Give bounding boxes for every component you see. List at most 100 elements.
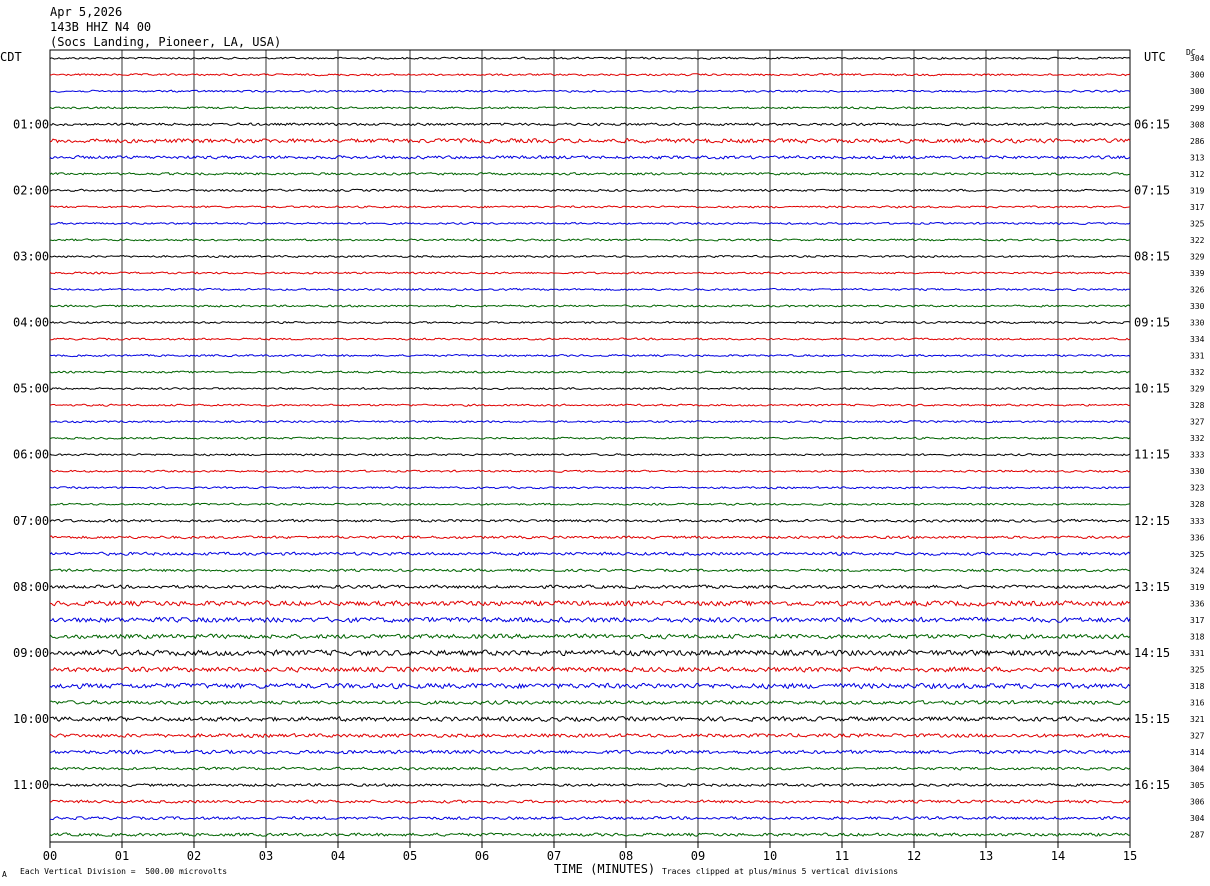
scale-note: Each Vertical Division = 500.00 microvol…	[20, 867, 228, 876]
seismic-trace	[49, 616, 1131, 624]
utc-hour-label: 09:15	[1134, 316, 1170, 330]
seismic-trace	[49, 420, 1131, 424]
dc-offset-value: 328	[1190, 401, 1205, 410]
plot-frame	[49, 49, 1131, 843]
x-axis-title: TIME (MINUTES)	[554, 862, 656, 876]
dc-offset-value: 319	[1190, 186, 1205, 195]
seismic-trace	[49, 453, 1131, 457]
seismic-trace	[49, 551, 1131, 556]
dc-offset-value: 325	[1190, 219, 1205, 228]
dc-offset-value: 330	[1190, 302, 1205, 311]
cdt-hour-label: 06:00	[13, 448, 49, 462]
seismic-trace	[49, 205, 1131, 209]
dc-offset-value: 300	[1190, 87, 1205, 96]
cdt-hour-label: 05:00	[13, 382, 49, 396]
dc-offset-value: 327	[1190, 418, 1205, 427]
dc-offset-value: 317	[1190, 616, 1205, 625]
dc-offset-value: 330	[1190, 467, 1205, 476]
seismic-trace	[49, 254, 1131, 259]
utc-hour-label: 12:15	[1134, 514, 1170, 528]
x-tick-label: 11	[835, 849, 849, 863]
dc-offset-value: 329	[1190, 252, 1205, 261]
x-tick-label: 09	[691, 849, 705, 863]
corner-mark: A	[2, 870, 7, 879]
seismic-trace	[49, 353, 1131, 358]
seismic-trace	[49, 649, 1131, 657]
seismic-trace	[49, 436, 1131, 440]
dc-offset-value: 332	[1190, 368, 1205, 377]
dc-offset-value: 324	[1190, 566, 1205, 575]
utc-hour-label: 13:15	[1134, 580, 1170, 594]
seismic-trace	[49, 766, 1131, 771]
cdt-hour-label: 04:00	[13, 316, 49, 330]
dc-offset-value: 314	[1190, 748, 1205, 757]
seismic-trace	[49, 749, 1131, 755]
seismic-trace	[49, 137, 1131, 144]
dc-offset-value: 325	[1190, 665, 1205, 674]
seismic-trace	[50, 89, 1131, 93]
seismic-trace	[49, 320, 1131, 325]
x-tick-label: 08	[619, 849, 633, 863]
location-label: (Socs Landing, Pioneer, LA, USA)	[50, 35, 282, 49]
utc-hour-label: 07:15	[1134, 183, 1170, 197]
dc-offset-value: 319	[1190, 583, 1205, 592]
dc-offset-value: 336	[1190, 599, 1205, 608]
dc-offset-value: 327	[1190, 732, 1205, 741]
seismic-trace	[49, 832, 1130, 837]
dc-offset-value: 305	[1190, 781, 1205, 790]
x-tick-label: 00	[43, 849, 57, 863]
x-tick-label: 04	[331, 849, 345, 863]
seismic-trace	[49, 172, 1131, 176]
seismic-trace	[49, 122, 1131, 127]
x-tick-label: 07	[547, 849, 561, 863]
x-tick-label: 13	[979, 849, 993, 863]
dc-offset-value: 313	[1190, 153, 1205, 162]
x-tick-label: 10	[763, 849, 777, 863]
seismic-trace	[49, 188, 1131, 193]
cdt-hour-label: 11:00	[13, 778, 49, 792]
seismic-trace	[49, 486, 1131, 490]
seismic-trace	[49, 535, 1131, 540]
dc-offset-value: 325	[1190, 550, 1205, 559]
seismic-trace	[49, 584, 1131, 590]
utc-hour-label: 08:15	[1134, 249, 1170, 263]
dc-offset-value: 333	[1190, 517, 1205, 526]
seismic-trace	[49, 568, 1131, 573]
dc-offset-value: 336	[1190, 533, 1205, 542]
x-tick-label: 14	[1051, 849, 1065, 863]
utc-hour-label: 15:15	[1134, 712, 1170, 726]
seismic-trace	[49, 337, 1131, 341]
seismic-trace	[49, 238, 1131, 242]
x-tick-label: 05	[403, 849, 417, 863]
dc-offset-value: 286	[1190, 137, 1205, 146]
seismic-trace	[49, 502, 1131, 506]
dc-offset-value: 331	[1190, 352, 1205, 361]
cdt-hour-label: 03:00	[13, 249, 49, 263]
cdt-hour-label: 07:00	[13, 514, 49, 528]
dc-offset-value: 304	[1190, 54, 1205, 63]
dc-offset-value: 326	[1190, 286, 1205, 295]
seismic-trace	[49, 600, 1131, 607]
dc-offset-value: 304	[1190, 765, 1205, 774]
station-label: 143B HHZ N4 00	[50, 20, 152, 34]
utc-hour-label: 16:15	[1134, 778, 1170, 792]
seismic-trace	[49, 155, 1131, 160]
seismic-trace	[49, 666, 1131, 673]
dc-offset-value: 312	[1190, 170, 1205, 179]
x-tick-label: 15	[1123, 849, 1137, 863]
seismic-trace	[49, 403, 1131, 407]
dc-offset-value: 318	[1190, 682, 1205, 691]
date-label: Apr 5,2026	[50, 5, 123, 19]
dc-offset-value: 333	[1190, 451, 1205, 460]
seismic-trace	[49, 469, 1131, 473]
x-tick-label: 02	[187, 849, 201, 863]
cdt-hour-label: 10:00	[13, 712, 49, 726]
seismic-trace	[49, 221, 1131, 226]
cdt-hour-label: 02:00	[13, 183, 49, 197]
seismic-trace	[49, 518, 1131, 523]
utc-hour-label: 10:15	[1134, 382, 1170, 396]
dc-offset-value: 321	[1190, 715, 1205, 724]
x-tick-label: 03	[259, 849, 273, 863]
seismic-trace	[49, 799, 1131, 804]
